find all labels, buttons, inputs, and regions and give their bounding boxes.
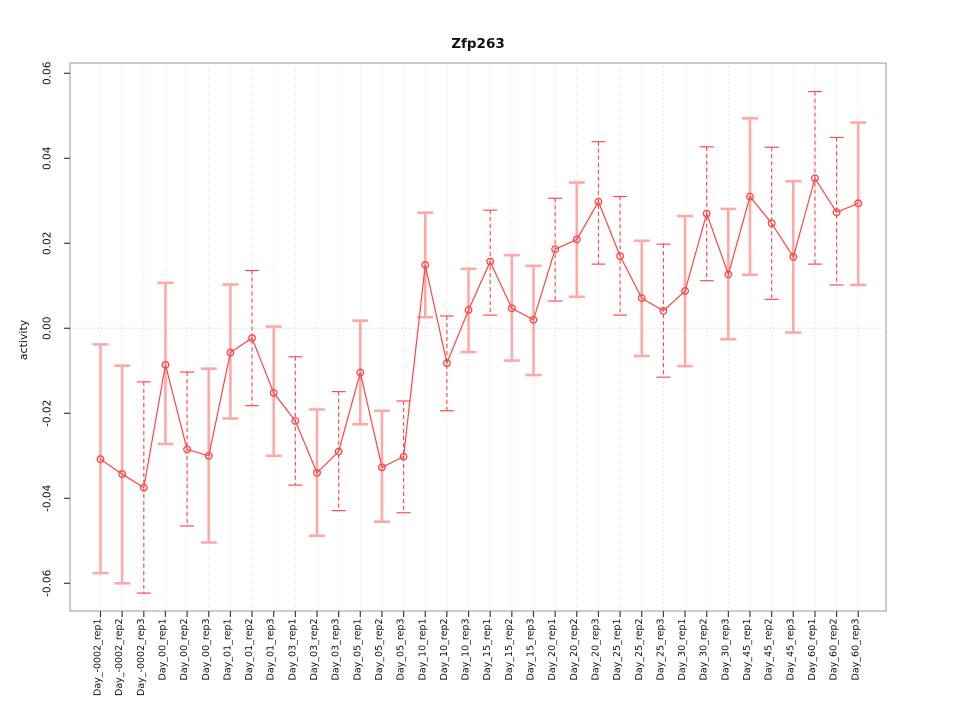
data-point (724, 270, 733, 279)
data-point (269, 388, 278, 397)
x-tick-label: Day_01_rep2 (244, 619, 255, 681)
data-point (832, 208, 841, 217)
data-point (854, 199, 863, 208)
y-axis-title: activity (17, 319, 30, 360)
data-point (139, 483, 148, 492)
data-point (789, 252, 798, 261)
x-tick-label: Day_25_rep3 (655, 619, 666, 681)
x-tick-label: Day_00_rep1 (157, 619, 168, 681)
x-tick-label: Day_45_rep2 (764, 619, 775, 681)
x-tick-label: Day_03_rep2 (309, 619, 320, 681)
data-point (637, 294, 646, 303)
data-point (226, 348, 235, 357)
x-tick-label: Day_10_rep2 (439, 619, 450, 681)
x-tick-label: Day_00_rep2 (179, 619, 190, 681)
data-point (746, 192, 754, 201)
data-point (767, 219, 776, 228)
data-point (659, 306, 668, 315)
x-tick-label: Day_15_rep3 (526, 619, 537, 681)
x-tick-label: Day_-0002_rep3 (136, 619, 147, 696)
x-tick-label: Day_30_rep3 (720, 619, 731, 681)
plot-area: 0.06 0.04 0.02 0.00 -0.02 -0.04 -0.06 Day_-0002… (42, 61, 887, 696)
data-point (486, 257, 495, 266)
x-tick-label: Day_45_rep1 (742, 619, 753, 681)
x-tick-label: Day_15_rep2 (504, 619, 515, 681)
x-tick-label: Day_60_rep2 (829, 619, 840, 681)
y-tick-label: -0.04 (42, 484, 54, 511)
data-point (594, 197, 603, 206)
x-tick-label: Day_15_rep1 (482, 619, 493, 681)
data-point (507, 304, 516, 313)
x-tick-label: Day_25_rep1 (612, 619, 623, 681)
data-point (204, 451, 213, 460)
data-point (96, 455, 105, 464)
data-point (399, 452, 408, 461)
x-tick-label: Day_01_rep3 (266, 619, 277, 681)
data-point (702, 209, 711, 218)
data-point (291, 417, 300, 425)
data-point (551, 245, 560, 254)
x-tick-label: Day_60_rep3 (850, 619, 861, 681)
data-point (442, 359, 451, 368)
x-tick-label: Day_45_rep3 (785, 619, 796, 681)
x-tick-label: Day_25_rep2 (634, 619, 645, 681)
plot-title: Zfp263 (451, 36, 505, 52)
data-point (811, 174, 819, 183)
x-tick-label: Day_20_rep2 (569, 619, 580, 681)
x-tick-label: Day_03_rep1 (287, 619, 298, 681)
data-point (356, 368, 365, 377)
y-tick-label: 0.06 (42, 61, 54, 85)
data-point (464, 306, 473, 314)
data-point (529, 315, 538, 324)
data-point (183, 445, 192, 454)
x-tick-label: Day_05_rep3 (396, 619, 407, 681)
series-line (100, 176, 859, 489)
data-point (681, 286, 689, 295)
data-point (161, 360, 170, 369)
x-tick-label: Day_00_rep3 (201, 619, 212, 681)
x-tick-label: Day_20_rep3 (590, 619, 601, 681)
x-tick-label: Day_03_rep3 (331, 619, 342, 681)
data-point (378, 463, 386, 472)
x-tick-label: Day_20_rep1 (547, 619, 558, 681)
x-tick-label: Day_10_rep3 (461, 619, 472, 681)
data-point (616, 252, 625, 260)
data-point (313, 468, 321, 477)
x-tick-label: Day_-0002_rep1 (93, 619, 104, 696)
data-point (421, 261, 430, 269)
data-point (248, 334, 256, 343)
data-point (572, 235, 581, 244)
x-tick-label: Day_10_rep1 (417, 619, 428, 681)
data-point (334, 447, 343, 456)
plot-border-box (69, 62, 887, 612)
y-tick-label: 0.00 (42, 317, 54, 340)
x-tick-label: Day_30_rep1 (677, 619, 688, 681)
y-tick-label: 0.04 (42, 146, 54, 170)
x-tick-label: Day_30_rep2 (699, 619, 710, 681)
y-tick-label: -0.02 (42, 400, 54, 427)
x-tick-label: Day_05_rep2 (374, 619, 385, 681)
x-tick-label: Day_-0002_rep2 (114, 619, 125, 696)
x-tick-label: Day_05_rep1 (352, 619, 363, 681)
data-point (118, 470, 127, 479)
y-tick-label: -0.06 (42, 569, 54, 596)
x-tick-label: Day_60_rep1 (807, 619, 818, 681)
x-tick-label: Day_01_rep1 (222, 619, 233, 681)
y-tick-label: 0.02 (42, 232, 54, 255)
